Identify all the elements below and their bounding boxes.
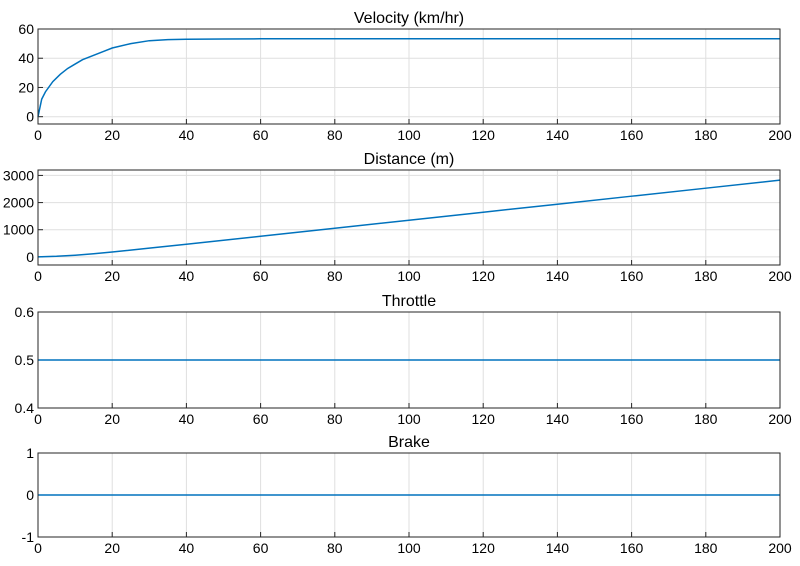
x-tick-label: 120 <box>472 127 496 143</box>
y-tick-label: -1 <box>22 529 35 545</box>
x-tick-label: 160 <box>620 268 644 284</box>
x-tick-label: 180 <box>694 268 718 284</box>
x-tick-label: 140 <box>546 411 570 427</box>
y-tick-label: 40 <box>18 50 34 66</box>
x-tick-label: 100 <box>397 268 421 284</box>
x-tick-label: 160 <box>620 127 644 143</box>
x-tick-label: 40 <box>179 268 195 284</box>
x-tick-label: 80 <box>327 411 343 427</box>
y-tick-label: 0.4 <box>15 400 35 416</box>
y-tick-label: 0 <box>26 109 34 125</box>
y-tick-label: 0.5 <box>15 352 35 368</box>
x-tick-label: 0 <box>34 127 42 143</box>
chart-title: Distance (m) <box>364 151 455 168</box>
y-tick-label: 20 <box>18 79 34 95</box>
x-tick-label: 60 <box>253 268 269 284</box>
x-tick-label: 180 <box>694 540 718 556</box>
x-tick-label: 140 <box>546 268 570 284</box>
x-tick-label: 180 <box>694 127 718 143</box>
chart-title: Brake <box>388 434 430 451</box>
x-tick-label: 0 <box>34 540 42 556</box>
x-tick-label: 160 <box>620 540 644 556</box>
x-tick-label: 100 <box>397 127 421 143</box>
x-tick-label: 140 <box>546 540 570 556</box>
x-tick-label: 200 <box>768 540 792 556</box>
y-tick-label: 1000 <box>3 222 34 238</box>
chart-title: Throttle <box>382 293 436 310</box>
x-tick-label: 200 <box>768 268 792 284</box>
x-tick-label: 20 <box>104 540 120 556</box>
x-tick-label: 160 <box>620 411 644 427</box>
x-tick-label: 120 <box>472 268 496 284</box>
x-tick-label: 80 <box>327 540 343 556</box>
x-tick-label: 60 <box>253 411 269 427</box>
x-tick-label: 40 <box>179 411 195 427</box>
x-tick-label: 120 <box>472 411 496 427</box>
x-tick-label: 140 <box>546 127 570 143</box>
data-line <box>37 179 781 258</box>
x-tick-label: 20 <box>104 127 120 143</box>
x-tick-label: 200 <box>768 411 792 427</box>
axes-frame <box>37 452 781 538</box>
data-line <box>37 38 780 117</box>
x-tick-label: 40 <box>179 127 195 143</box>
x-tick-label: 60 <box>253 540 269 556</box>
x-tick-label: 120 <box>472 540 496 556</box>
axes-frame <box>37 28 781 125</box>
x-tick-label: 80 <box>327 127 343 143</box>
x-tick-label: 0 <box>34 268 42 284</box>
y-tick-label: 0 <box>26 487 34 503</box>
axes-frame <box>37 169 781 266</box>
y-tick-label: 0 <box>26 249 34 265</box>
y-tick-label: 2000 <box>3 195 34 211</box>
axes-frame <box>37 311 781 409</box>
y-tick-label: 60 <box>18 21 34 37</box>
x-tick-label: 100 <box>397 540 421 556</box>
x-tick-label: 80 <box>327 268 343 284</box>
y-tick-label: 0.6 <box>15 304 35 320</box>
x-tick-label: 20 <box>104 411 120 427</box>
x-tick-label: 40 <box>179 540 195 556</box>
x-tick-label: 60 <box>253 127 269 143</box>
x-tick-label: 20 <box>104 268 120 284</box>
x-tick-label: 100 <box>397 411 421 427</box>
x-tick-label: 0 <box>34 411 42 427</box>
x-tick-label: 180 <box>694 411 718 427</box>
y-tick-label: 1 <box>26 445 34 461</box>
x-tick-label: 200 <box>768 127 792 143</box>
y-tick-label: 3000 <box>3 167 34 183</box>
chart-title: Velocity (km/hr) <box>354 10 464 27</box>
